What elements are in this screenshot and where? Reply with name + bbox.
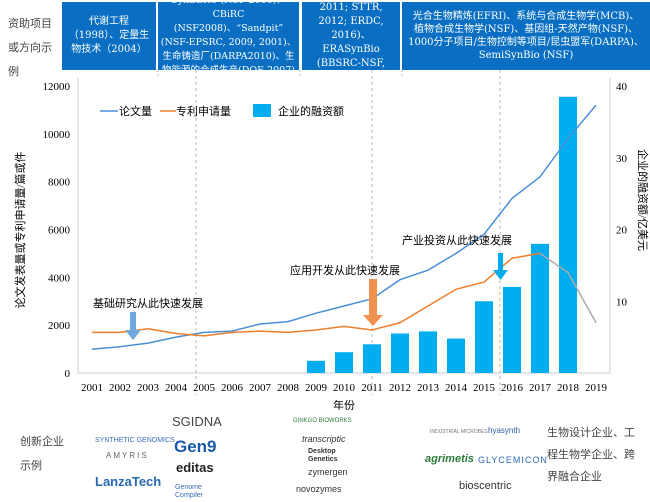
x-tick-label: 2009 <box>305 382 328 394</box>
funding-bar <box>503 286 521 373</box>
y-tick-label: 10000 <box>43 129 71 141</box>
x-tick-label: 2002 <box>109 382 131 394</box>
x-tick-label: 2004 <box>165 382 188 394</box>
x-tick-label: 2006 <box>221 382 244 394</box>
y2-axis-title: 企业的融资额/亿美元 <box>636 149 650 251</box>
y2-tick-label: 40 <box>616 81 628 93</box>
logo-hyasynth: hyasynth <box>488 426 521 435</box>
y-tick-label: 6000 <box>48 225 71 237</box>
x-tick-label: 2014 <box>445 382 468 394</box>
funding-bar <box>419 331 437 373</box>
x-axis-title: 年份 <box>333 398 355 410</box>
y-tick-label: 12000 <box>43 81 71 93</box>
annotation-application: 应用开发从此快速发展 <box>290 263 400 277</box>
logo-bioscentric: bioscentric <box>459 480 512 492</box>
y2-tick-label: 20 <box>616 225 628 237</box>
funding-bar <box>335 352 353 373</box>
logo-genome-compiler: Genome Compiler <box>175 484 204 499</box>
arrow-down-icon <box>493 253 508 280</box>
chart: 0 2000 4000 6000 8000 10000 12000 10 20 30 40 2001 2… <box>13 70 650 410</box>
x-tick-label: 2007 <box>249 382 272 394</box>
logo-editas: editas <box>176 460 214 475</box>
y-tick-label: 8000 <box>48 177 71 189</box>
logo-industrial-microbes: INDUSTRIAL MICROBES <box>430 429 488 435</box>
y-tick-label: 0 <box>65 368 71 380</box>
company-type-note: 生物设计企业、工程生物学企业、跨界融合企业 <box>547 426 635 483</box>
logo-synthetic-genomics: SYNTHETIC GENOMICS <box>95 437 175 444</box>
y2-tick-label: 10 <box>616 296 628 308</box>
x-tick-label: 2010 <box>333 382 356 394</box>
x-tick-label: 2018 <box>557 382 580 394</box>
legend-label: 论文量 <box>119 104 152 118</box>
logo-glycemicon: GLYCEMICON <box>478 455 548 465</box>
y-axis-title: 论文发表量或专利申请量/篇或件 <box>13 151 27 308</box>
x-tick-label: 2013 <box>417 382 440 394</box>
logo-ginkgo: GINKGO BIOWORKS <box>293 418 352 424</box>
y-tick-label: 4000 <box>48 272 71 284</box>
logo-desktop-genetics: Desktop Genetics <box>308 448 338 463</box>
x-tick-label: 2012 <box>389 382 411 394</box>
logo-gen9: Gen9 <box>174 437 217 456</box>
funding-box-4: 光合生物精炼(EFRI)、系统与合成生物学(MCB)、植物合成生物学(NSF)、… <box>402 2 650 70</box>
logo-zymergen: zymergen <box>308 467 348 477</box>
x-tick-label: 2017 <box>529 382 552 394</box>
funding-bar <box>475 301 493 373</box>
legend-swatch-funding <box>253 104 271 117</box>
legend-label: 专利申请量 <box>176 104 231 118</box>
x-tick-label: 2001 <box>81 382 103 394</box>
funding-bar <box>559 96 577 373</box>
series-line <box>91 104 597 350</box>
logo-amyris: AMYRIS <box>106 451 149 460</box>
y-tick-label: 2000 <box>48 320 71 332</box>
logo-sgidna: SGIDNA <box>172 414 222 429</box>
logo-agrimetis: agrimetis <box>425 453 474 465</box>
arrow-down-icon <box>125 312 141 340</box>
x-tick-label: 2011 <box>361 382 383 394</box>
logo-lanzatech: LanzaTech <box>95 474 162 489</box>
header-row-label: 资助项目或方向示例 <box>8 17 52 78</box>
x-tick-label: 2003 <box>137 382 160 394</box>
annotation-investment: 产业投资从此快速发展 <box>402 233 512 247</box>
logo-transcriptic: transcriptic <box>302 434 346 444</box>
x-tick-label: 2015 <box>473 382 496 394</box>
series-line <box>92 252 541 337</box>
companies-row-label: 创新企业示例 <box>20 435 64 472</box>
funding-box-1: 代谢工程（1998）、定量生物技术（2004） <box>62 2 156 70</box>
legend-label: 企业的融资额 <box>278 104 344 118</box>
funding-bar <box>531 243 549 373</box>
funding-bar <box>391 333 409 373</box>
annotation-basic-research: 基础研究从此快速发展 <box>93 296 203 310</box>
x-tick-label: 2019 <box>585 382 608 394</box>
funding-bar <box>363 344 381 373</box>
funding-bar <box>307 360 325 373</box>
funding-bar <box>447 338 465 373</box>
arrow-down-icon <box>363 279 383 326</box>
series-line <box>539 252 597 324</box>
logo-novozymes: novozymes <box>296 484 342 494</box>
y2-tick-label: 30 <box>616 153 628 165</box>
x-tick-label: 2005 <box>193 382 216 394</box>
x-tick-label: 2008 <box>277 382 300 394</box>
x-tick-label: 2016 <box>501 382 524 394</box>
